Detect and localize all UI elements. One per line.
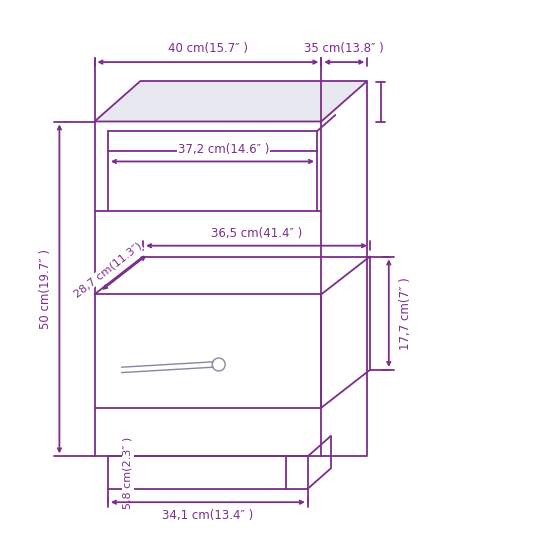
Text: 50 cm(19.7″ ): 50 cm(19.7″ ) <box>39 249 52 329</box>
Text: 35 cm(13.8″ ): 35 cm(13.8″ ) <box>305 42 384 55</box>
Text: 17,7 cm(7″ ): 17,7 cm(7″ ) <box>399 277 411 349</box>
Text: 37,2 cm(14.6″ ): 37,2 cm(14.6″ ) <box>178 143 269 156</box>
Text: 40 cm(15.7″ ): 40 cm(15.7″ ) <box>168 42 248 55</box>
Text: 36,5 cm(41.4″ ): 36,5 cm(41.4″ ) <box>211 227 302 240</box>
Polygon shape <box>94 81 367 122</box>
Text: 34,1 cm(13.4″ ): 34,1 cm(13.4″ ) <box>163 509 253 522</box>
Text: 5,8 cm(2.3″ ): 5,8 cm(2.3″ ) <box>123 436 133 509</box>
Text: 28,7 cm(11.3″): 28,7 cm(11.3″) <box>72 240 143 300</box>
